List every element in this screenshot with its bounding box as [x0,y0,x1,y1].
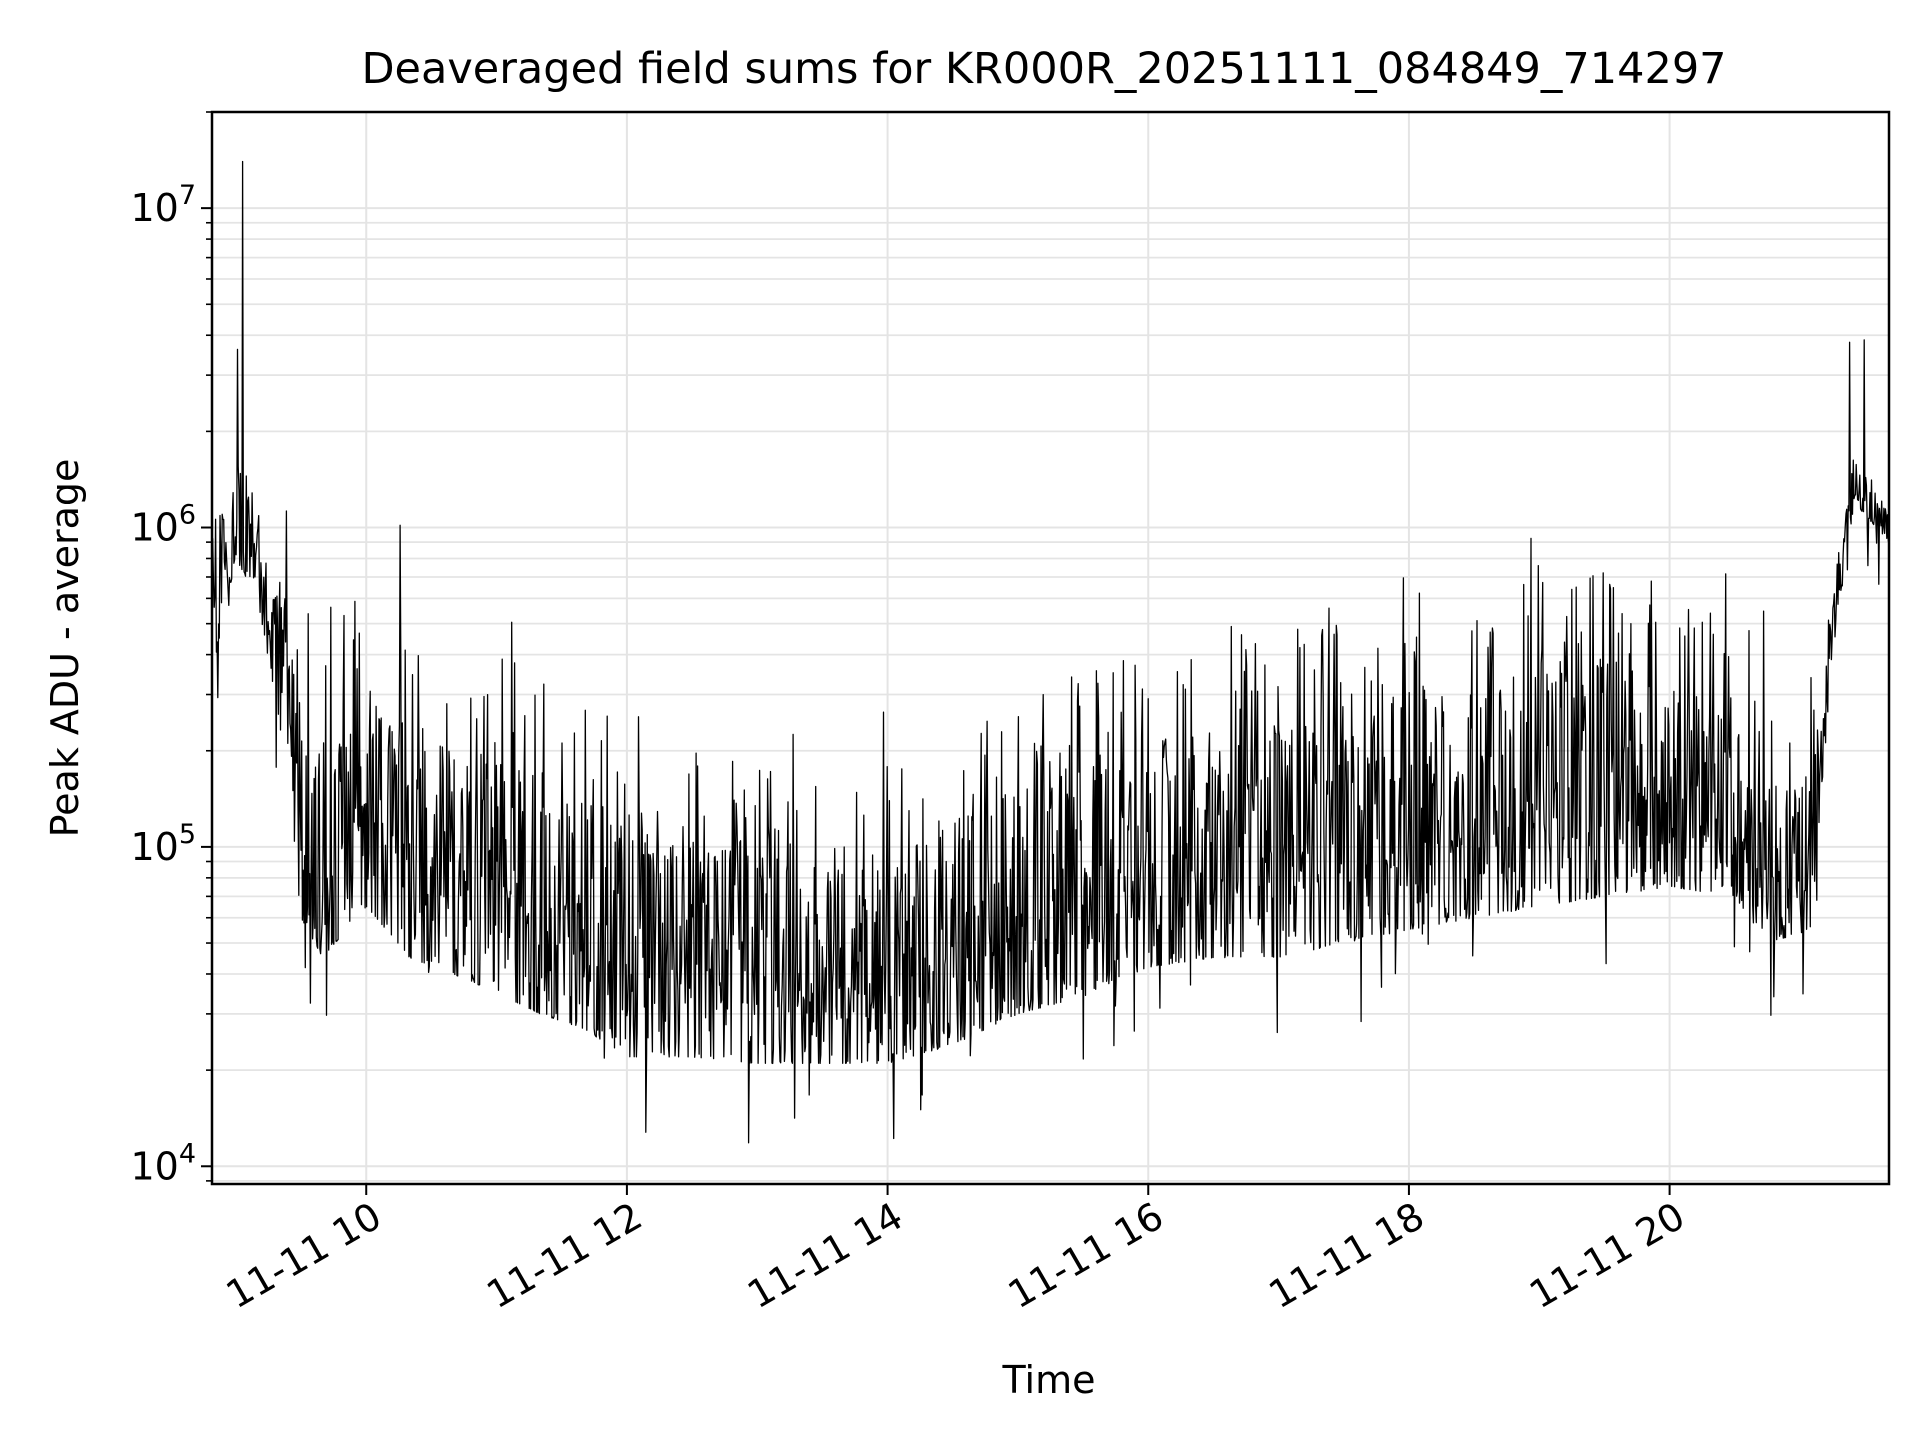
plot-frame [210,110,1891,1186]
y-tick-label: 104 [130,1138,196,1188]
y-axis: 104 105 106 107 [130,111,212,1188]
grid [212,111,1889,1184]
y-axis-label: Peak ADU - average [43,459,87,838]
x-axis: 11-11 10 11-11 12 11-11 14 11-11 16 11-11 18… [219,1184,1692,1317]
x-tick-label: 11-11 16 [1001,1194,1171,1318]
x-tick-label: 11-11 10 [219,1194,389,1318]
chart-title: Deaveraged field sums for KR000R_2025111… [361,44,1726,94]
y-tick-label: 107 [130,180,196,230]
y-tick-label: 106 [130,500,196,550]
x-tick-label: 11-11 20 [1522,1194,1692,1318]
x-tick-label: 11-11 18 [1261,1194,1431,1318]
y-tick-label: 105 [130,819,196,869]
data-line [211,160,1890,1144]
x-tick-label: 11-11 12 [479,1194,649,1318]
x-axis-label: Time [1002,1358,1096,1402]
x-tick-label: 11-11 14 [740,1194,910,1318]
